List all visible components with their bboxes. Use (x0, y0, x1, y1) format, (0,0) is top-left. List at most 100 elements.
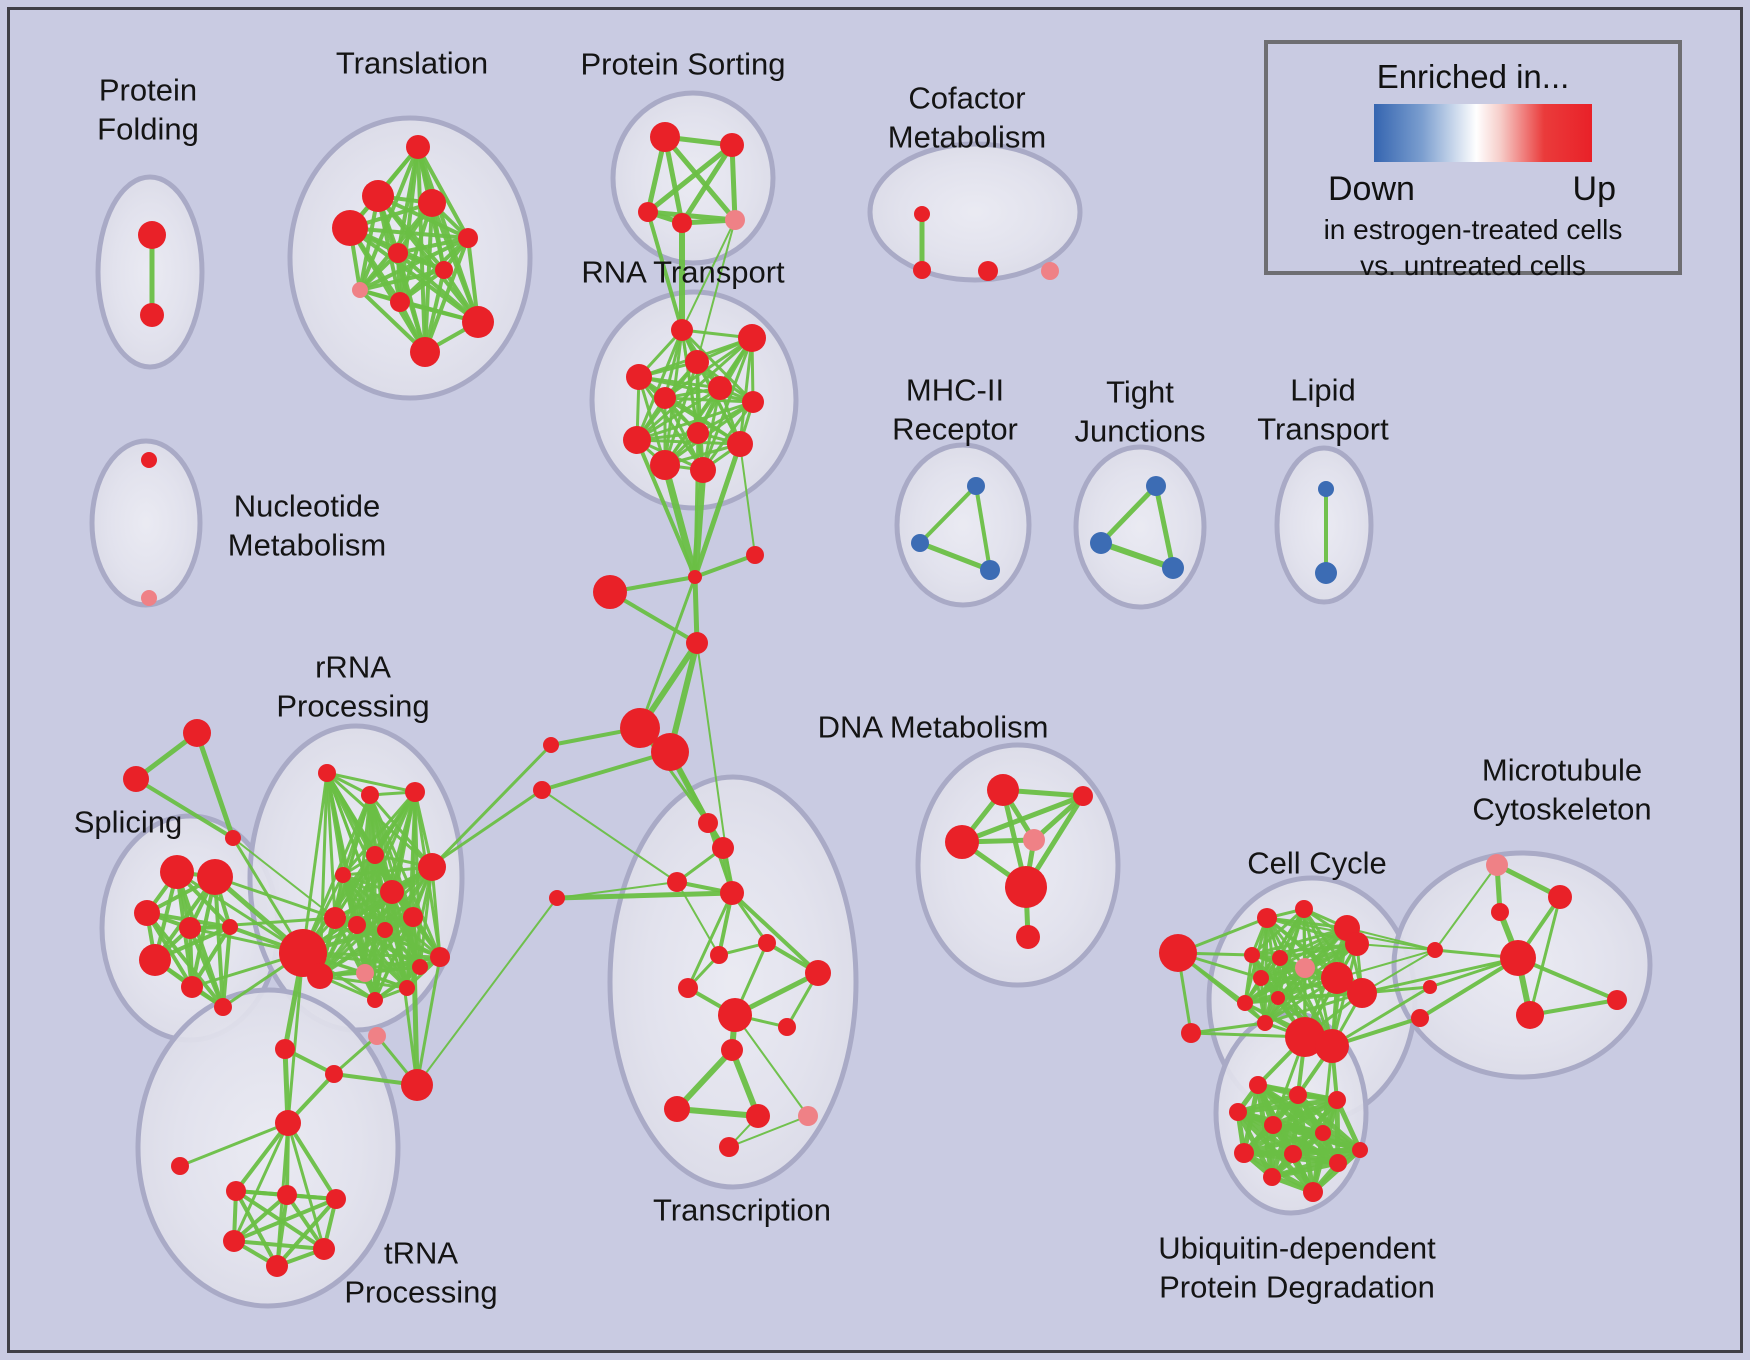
gene-set-node-red[interactable] (406, 135, 430, 159)
gene-set-node-red[interactable] (650, 450, 680, 480)
gene-set-node-red[interactable] (638, 202, 658, 222)
gene-set-node-red[interactable] (275, 1039, 295, 1059)
gene-set-node-red[interactable] (1303, 1182, 1323, 1202)
gene-set-node-red[interactable] (214, 998, 232, 1016)
gene-set-node-blue[interactable] (1318, 481, 1334, 497)
gene-set-node-pink[interactable] (1295, 958, 1315, 978)
gene-set-node-red[interactable] (435, 261, 453, 279)
gene-set-node-red[interactable] (405, 782, 425, 802)
gene-set-node-red[interactable] (667, 872, 687, 892)
gene-set-node-red[interactable] (1264, 1116, 1282, 1134)
gene-set-node-red[interactable] (1328, 1091, 1346, 1109)
gene-set-node-red[interactable] (401, 1069, 433, 1101)
gene-set-node-red[interactable] (987, 774, 1019, 806)
gene-set-node-red[interactable] (719, 1137, 739, 1157)
gene-set-node-red[interactable] (399, 980, 415, 996)
gene-set-node-red[interactable] (1284, 1145, 1302, 1163)
gene-set-node-red[interactable] (1491, 903, 1509, 921)
gene-set-node-red[interactable] (1289, 1086, 1307, 1104)
gene-set-node-red[interactable] (1315, 1125, 1331, 1141)
gene-set-node-red[interactable] (978, 261, 998, 281)
gene-set-node-red[interactable] (664, 1096, 690, 1122)
gene-set-node-red[interactable] (685, 350, 709, 374)
gene-set-node-red[interactable] (366, 846, 384, 864)
gene-set-node-red[interactable] (138, 221, 166, 249)
gene-set-node-pink[interactable] (798, 1106, 818, 1126)
gene-set-node-red[interactable] (335, 867, 351, 883)
gene-set-node-red[interactable] (712, 837, 734, 859)
gene-set-node-red[interactable] (1347, 978, 1377, 1008)
gene-set-node-red[interactable] (1315, 1029, 1349, 1063)
gene-set-node-red[interactable] (738, 324, 766, 352)
gene-set-node-red[interactable] (1295, 900, 1313, 918)
gene-set-node-red[interactable] (324, 907, 346, 929)
gene-set-node-red[interactable] (181, 976, 203, 998)
gene-set-node-red[interactable] (390, 292, 410, 312)
gene-set-node-red[interactable] (1244, 947, 1260, 963)
gene-set-node-pink[interactable] (1023, 829, 1045, 851)
gene-set-node-red[interactable] (1181, 1023, 1201, 1043)
gene-set-node-red[interactable] (1411, 1009, 1429, 1027)
gene-set-node-red[interactable] (348, 916, 366, 934)
gene-set-node-red[interactable] (361, 786, 379, 804)
gene-set-node-red[interactable] (720, 133, 744, 157)
gene-set-node-pink[interactable] (141, 590, 157, 606)
gene-set-node-red[interactable] (710, 946, 728, 964)
gene-set-node-red[interactable] (671, 319, 693, 341)
gene-set-node-red[interactable] (403, 907, 423, 927)
gene-set-node-red[interactable] (179, 917, 201, 939)
gene-set-node-red[interactable] (223, 1230, 245, 1252)
gene-set-node-red[interactable] (698, 813, 718, 833)
gene-set-node-red[interactable] (388, 243, 408, 263)
gene-set-node-red[interactable] (945, 825, 979, 859)
gene-set-node-red[interactable] (1229, 1103, 1247, 1121)
gene-set-node-red[interactable] (134, 900, 160, 926)
gene-set-node-blue[interactable] (1162, 557, 1184, 579)
gene-set-node-red[interactable] (332, 210, 368, 246)
gene-set-node-red[interactable] (1500, 940, 1536, 976)
gene-set-node-red[interactable] (418, 189, 446, 217)
gene-set-node-red[interactable] (533, 781, 551, 799)
gene-set-node-red[interactable] (651, 733, 689, 771)
gene-set-node-red[interactable] (687, 422, 709, 444)
gene-set-node-red[interactable] (1285, 1017, 1325, 1057)
gene-set-node-red[interactable] (672, 213, 692, 233)
gene-set-node-red[interactable] (412, 959, 428, 975)
gene-set-node-red[interactable] (410, 337, 440, 367)
gene-set-node-red[interactable] (1159, 934, 1197, 972)
gene-set-node-red[interactable] (458, 228, 478, 248)
gene-set-node-red[interactable] (1516, 1001, 1544, 1029)
gene-set-node-red[interactable] (742, 391, 764, 413)
gene-set-node-red[interactable] (226, 1181, 246, 1201)
gene-set-node-blue[interactable] (980, 560, 1000, 580)
gene-set-node-red[interactable] (1253, 970, 1269, 986)
gene-set-node-blue[interactable] (1315, 562, 1337, 584)
gene-set-node-red[interactable] (277, 1185, 297, 1205)
gene-set-node-red[interactable] (746, 546, 764, 564)
gene-set-node-red[interactable] (430, 947, 450, 967)
gene-set-node-red[interactable] (1329, 1154, 1347, 1172)
gene-set-node-red[interactable] (377, 922, 393, 938)
gene-set-node-red[interactable] (139, 944, 171, 976)
gene-set-node-red[interactable] (225, 830, 241, 846)
gene-set-node-pink[interactable] (356, 964, 374, 982)
gene-set-node-red[interactable] (1272, 950, 1288, 966)
gene-set-node-red[interactable] (326, 1189, 346, 1209)
gene-set-node-red[interactable] (418, 853, 446, 881)
gene-set-node-red[interactable] (727, 431, 753, 457)
gene-set-node-red[interactable] (1249, 1076, 1267, 1094)
gene-set-node-red[interactable] (1548, 885, 1572, 909)
gene-set-node-red[interactable] (623, 426, 651, 454)
gene-set-node-red[interactable] (718, 998, 752, 1032)
gene-set-node-red[interactable] (222, 919, 238, 935)
gene-set-node-red[interactable] (1352, 1142, 1368, 1158)
gene-set-node-red[interactable] (543, 737, 559, 753)
gene-set-node-red[interactable] (686, 632, 708, 654)
gene-set-node-blue[interactable] (1090, 532, 1112, 554)
gene-set-node-red[interactable] (367, 992, 383, 1008)
gene-set-node-red[interactable] (1345, 932, 1369, 956)
gene-set-node-red[interactable] (1005, 866, 1047, 908)
gene-set-node-red[interactable] (1237, 995, 1253, 1011)
gene-set-node-red[interactable] (914, 206, 930, 222)
gene-set-node-red[interactable] (1321, 962, 1353, 994)
